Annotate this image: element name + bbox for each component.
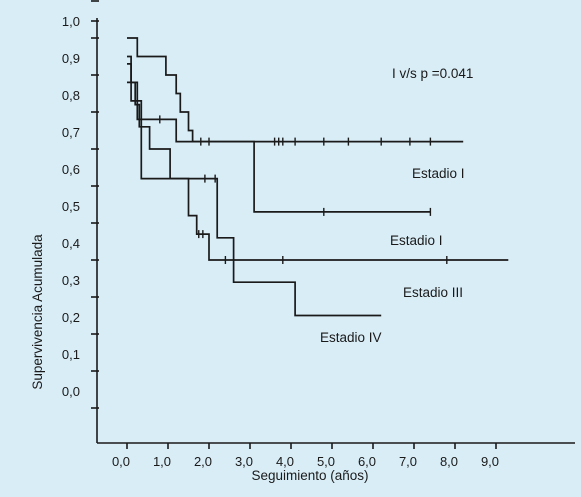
p-value-annotation: I v/s p =0.041 [392,66,473,81]
y-axis-title: Supervivencia Acumulada [30,234,45,390]
axes [96,18,575,444]
x-tick-label: 6,0 [358,454,376,469]
y-tick-label: 0,2 [62,310,80,325]
x-tick-label: 7,0 [399,454,417,469]
y-tick-label: 0,5 [62,199,80,214]
x-tick-label: 5,0 [317,454,335,469]
y-tick-label: 0,9 [62,51,80,66]
y-tick-label: 0,1 [62,347,80,362]
x-tick-label: 3,0 [235,454,253,469]
y-tick-label: 0,3 [62,273,80,288]
series-line-1 [127,81,431,213]
x-axis-title: Seguimiento (años) [251,468,368,483]
x-tick-label: 2,0 [194,454,212,469]
x-tick-label: 0,0 [112,454,130,469]
y-tick-label: 0,6 [62,162,80,177]
series-line-0 [127,37,464,143]
series-label-estadio-iii: Estadio III [403,285,463,300]
tick-marks: 0,0 0,1 0,2 0,3 0,4 0,5 0,6 0,7 0,8 0,9 1,0 0,0 1,0 2… [62,0,499,469]
x-tick-label: 9,0 [481,454,499,469]
y-tick-label: 1,0 [62,14,80,29]
x-tick-label: 4,0 [276,454,294,469]
x-tick-label: 8,0 [440,454,458,469]
series-label-estadio-i-b: Estadio I [390,233,443,248]
series-line-2 [127,63,509,261]
series-line-3 [127,55,382,317]
series-label-estadio-iv: Estadio IV [320,330,382,345]
series-lines [127,37,509,317]
y-tick-label: 0,8 [62,88,80,103]
x-tick-label: 1,0 [153,454,171,469]
series-label-estadio-i-a: Estadio I [412,166,465,181]
y-tick-label: 0,4 [62,236,80,251]
y-tick-label: 0,0 [62,384,80,399]
labels: Seguimiento (años) Supervivencia Acumula… [30,66,473,483]
y-tick-label: 0,7 [62,125,80,140]
